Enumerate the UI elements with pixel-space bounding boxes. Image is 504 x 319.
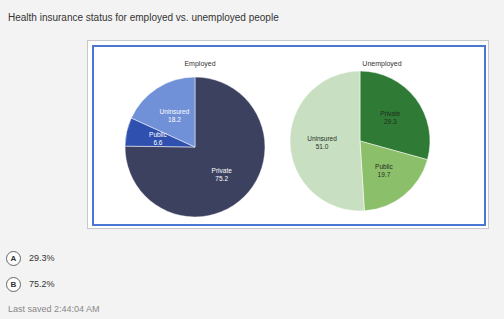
svg-text:6.6: 6.6 — [153, 139, 162, 146]
html-text:29.3%: 29.3% — [29, 253, 55, 263]
svg-text:Public: Public — [149, 131, 167, 138]
svg-text:19.7: 19.7 — [378, 171, 391, 178]
svg-text:Uninsured: Uninsured — [160, 108, 190, 115]
svg-text:29.3: 29.3 — [384, 118, 397, 125]
html-text:Health insurance status for em: Health insurance status for employed vs.… — [8, 12, 279, 23]
svg-text:75.2: 75.2 — [215, 175, 228, 182]
html-text:75.2%: 75.2% — [29, 279, 55, 289]
svg-text:Public: Public — [375, 163, 393, 170]
svg-text:Private: Private — [380, 110, 401, 117]
svg-text:51.0: 51.0 — [316, 143, 329, 150]
html-text:A: A — [10, 253, 17, 263]
svg-text:Uninsured: Uninsured — [307, 135, 337, 142]
svg-text:Employed: Employed — [184, 60, 215, 68]
svg-text:Private: Private — [212, 167, 233, 174]
svg-text:Unemployed: Unemployed — [362, 60, 401, 68]
svg-text:18.2: 18.2 — [168, 116, 181, 123]
html-text:Last saved 2:44:04 AM: Last saved 2:44:04 AM — [8, 304, 100, 314]
html-text:B: B — [10, 279, 17, 289]
